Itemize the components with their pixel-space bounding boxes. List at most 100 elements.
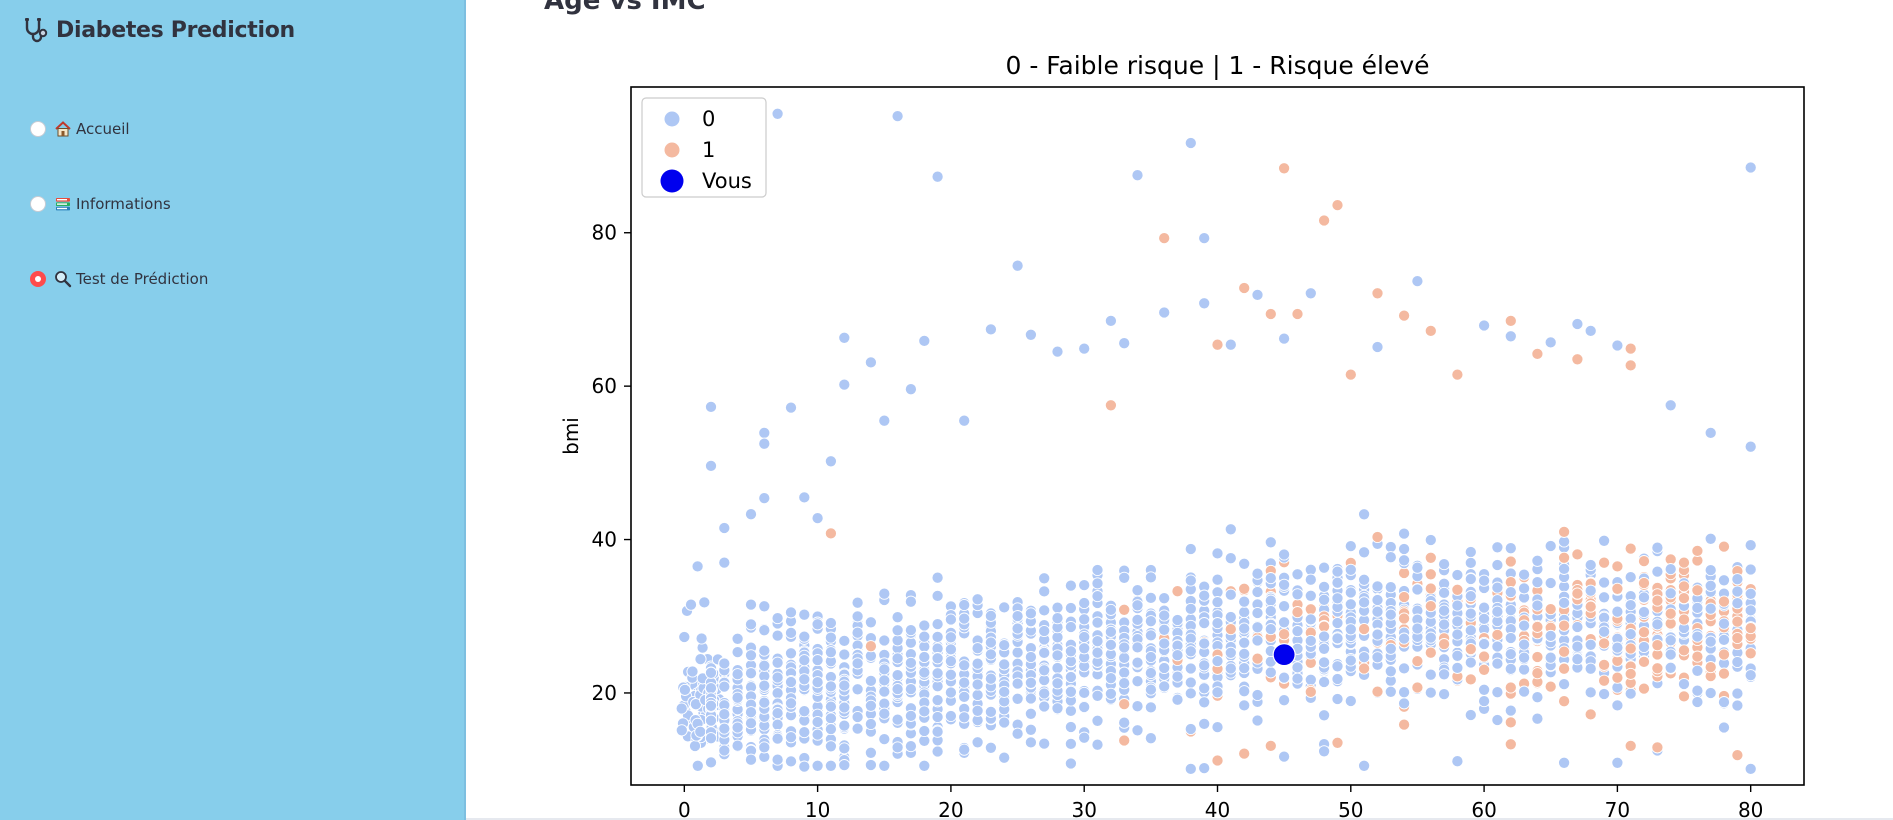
nav-item-test-prediction[interactable]: Test de Prédiction [30,267,208,291]
data-point [1064,704,1077,717]
data-point [1264,604,1277,618]
data-point [1118,641,1131,654]
data-point [1144,666,1157,680]
data-point-class-0 [1318,745,1331,758]
data-point-class-0 [1224,338,1237,351]
data-point [1064,737,1077,750]
data-point [1598,625,1611,638]
data-point [1611,699,1624,712]
data-point [1038,624,1051,638]
data-point [864,699,877,712]
data-point-class-0 [691,560,704,573]
data-point [1184,722,1197,736]
data-point [1717,633,1731,646]
data-point [1251,634,1264,647]
data-point-class-0 [1064,757,1077,770]
data-point [878,587,891,600]
data-point [1331,672,1344,686]
data-point [1371,628,1384,641]
data-point [758,679,771,692]
data-point [1384,665,1397,678]
data-point-class-0 [1011,259,1024,272]
data-point-class-0 [1144,732,1157,745]
data-point [1131,584,1144,597]
data-point [718,708,731,721]
data-point [1464,656,1477,669]
data-point [731,646,744,659]
data-point [771,612,784,625]
legend-marker [664,111,680,127]
data-point [1624,542,1637,555]
data-point [1558,662,1571,675]
radio-accueil[interactable] [30,121,46,137]
data-point [811,728,824,741]
data-point [971,688,984,702]
data-point [1171,693,1184,706]
data-point [1518,582,1531,595]
data-point [1611,641,1624,654]
data-point [704,666,718,679]
data-point [1464,673,1477,686]
data-point-class-0 [918,334,931,347]
data-point [931,571,944,584]
data-point [1131,599,1144,612]
data-point [1198,717,1211,730]
data-point [1504,662,1517,675]
data-point-class-0 [758,426,771,439]
data-point [1344,623,1357,636]
data-point-class-1 [1371,287,1384,300]
data-point-class-1 [1158,232,1171,245]
data-point [1651,618,1664,631]
data-point [675,702,688,715]
data-point-class-0 [771,107,784,120]
data-point [1464,545,1477,559]
data-point [1331,692,1344,706]
nav-label-test-prediction: Test de Prédiction [76,270,209,288]
data-point-class-1 [1504,314,1517,327]
data-point [864,758,877,772]
data-point-class-0 [1451,755,1464,768]
data-point [1398,554,1411,567]
data-point [1318,642,1331,655]
data-point [1238,685,1251,698]
data-point [1704,564,1717,577]
data-point [1078,630,1091,644]
data-point-class-0 [904,383,917,396]
data-point [744,618,758,631]
data-point [1144,683,1157,696]
data-point-class-1 [1571,353,1584,366]
data-point [1451,599,1464,612]
data-point [984,609,997,622]
data-point [1371,605,1384,618]
data-point-class-1 [1211,754,1224,767]
nav-item-informations[interactable]: Informations [30,192,208,216]
data-point [1251,567,1264,580]
data-point [1531,712,1544,725]
data-point [1584,584,1597,597]
data-point [1371,580,1384,593]
data-point [1211,721,1224,734]
data-point [944,613,957,626]
data-point-class-0 [1371,340,1384,354]
data-point [824,740,837,753]
data-point [971,736,984,749]
data-point [1251,606,1264,620]
nav-item-accueil[interactable]: Accueil [30,117,208,141]
data-point [811,676,824,689]
data-point [1424,551,1437,564]
data-point [1504,716,1517,729]
x-tick-label: 80 [1738,798,1763,820]
data-point-class-1 [1264,739,1277,752]
data-point [1038,664,1051,677]
data-point-class-0 [684,598,698,611]
data-point [1051,601,1064,614]
data-point [1451,661,1464,674]
data-point [1677,677,1691,691]
radio-informations[interactable] [30,196,46,212]
data-point-class-1 [1238,281,1251,295]
data-point [758,696,771,709]
x-tick-label: 50 [1338,798,1363,820]
radio-test-prediction[interactable] [30,271,46,287]
data-point [1398,590,1411,604]
data-point [1531,599,1544,612]
